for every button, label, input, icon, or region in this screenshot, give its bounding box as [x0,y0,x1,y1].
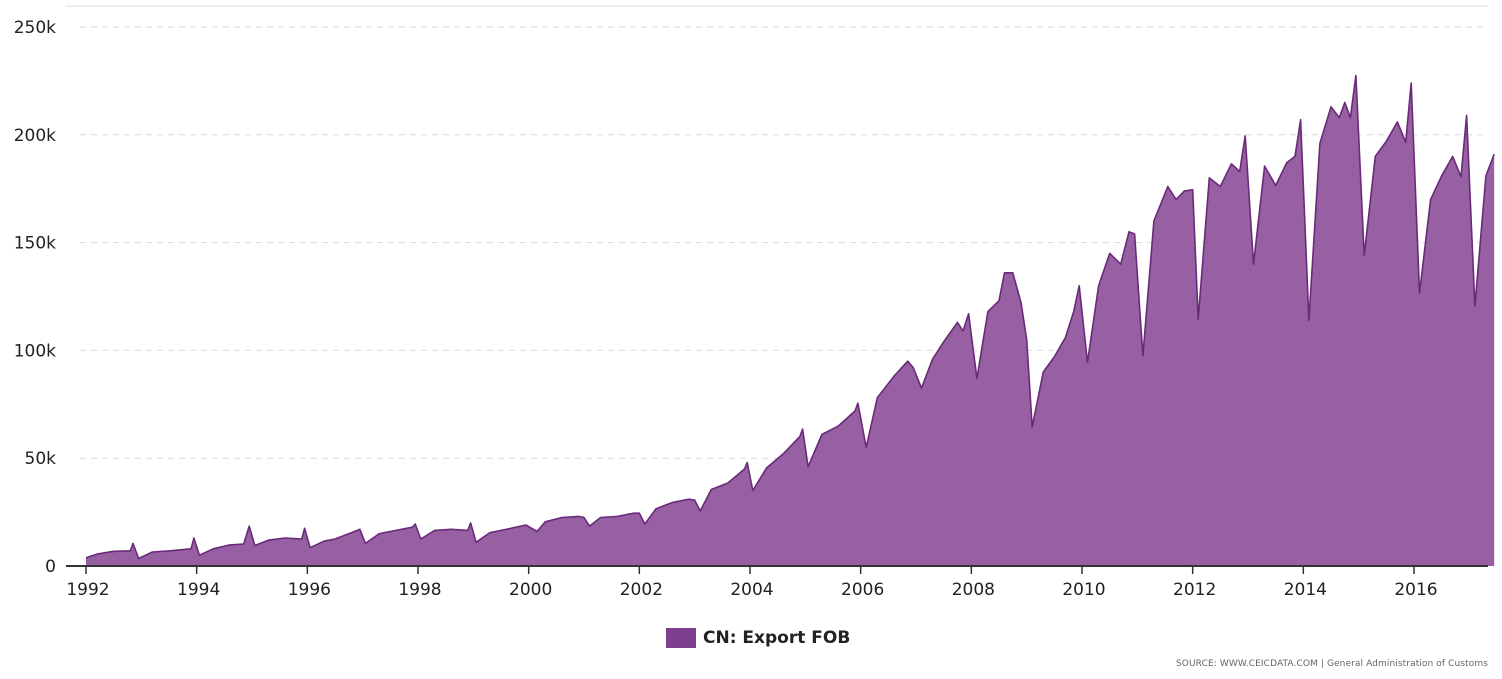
x-tick-label: 1992 [66,580,109,600]
x-tick-label: 2008 [952,580,995,600]
area-fill [86,75,1495,566]
y-tick-label: 100k [14,341,56,361]
x-tick-label: 2002 [620,580,663,600]
x-tick-label: 2010 [1062,580,1105,600]
source-note: SOURCE: WWW.CEICDATA.COM | General Admin… [1175,659,1488,669]
area-series [85,74,1495,566]
y-tick-label: 0 [45,557,56,577]
x-tick-label: 1998 [398,580,441,600]
y-axis: 0 50k 100k 150k 200k 250k [14,18,56,577]
y-tick-label: 50k [25,449,57,469]
x-tick-label: 2016 [1394,580,1437,600]
x-tick-label: 2012 [1173,580,1216,600]
y-tick-label: 150k [14,234,56,254]
legend[interactable]: CN: Export FOB [666,627,850,649]
area-line [85,74,1495,560]
y-tick-label: 200k [14,126,56,146]
y-tick-label: 250k [14,18,56,38]
x-tick-label: 2006 [841,580,884,600]
x-tick-label: 1994 [177,580,220,600]
grid [66,5,1488,459]
x-tick-label: 1996 [288,580,331,600]
legend-label: CN: Export FOB [703,628,851,648]
x-axis: 1992 1994 1996 1998 2000 2002 2004 2006 2008 2010… [66,565,1488,600]
x-tick-label: 2014 [1284,580,1327,600]
x-tick-label: 2004 [730,580,773,600]
x-tick-label: 2000 [509,580,552,600]
legend-swatch [666,628,696,648]
